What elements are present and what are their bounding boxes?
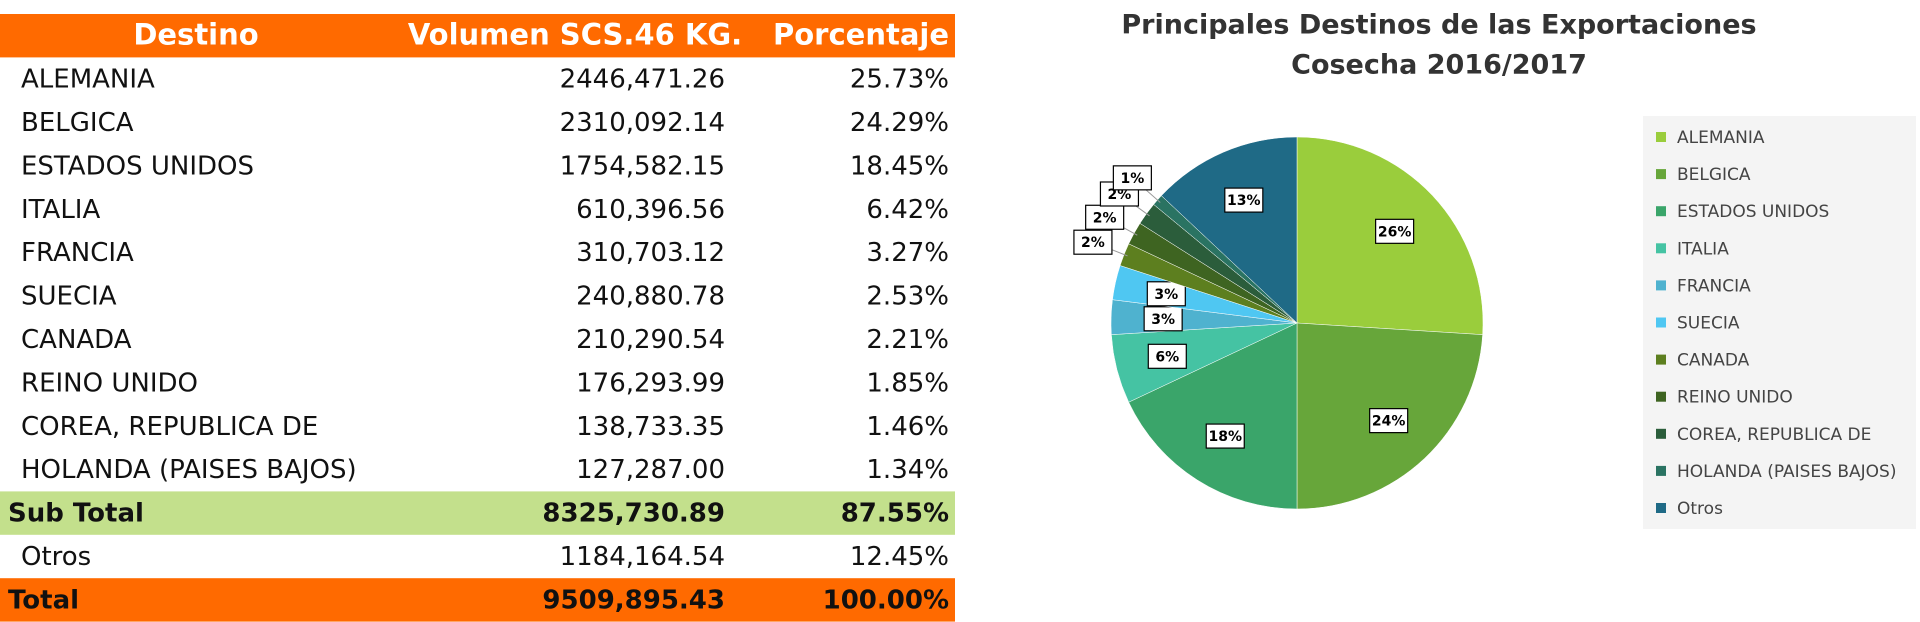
data-label-box xyxy=(1146,281,1186,307)
table-cell: REINO UNIDO xyxy=(21,368,198,398)
pie-slice xyxy=(1128,322,1298,510)
table-cell: 2310,092.14 xyxy=(560,108,725,138)
table-cell: ALEMANIA xyxy=(21,65,155,95)
table-cell: BELGICA xyxy=(21,108,134,138)
legend-swatch xyxy=(1656,317,1666,328)
table-cell: 8325,730.89 xyxy=(542,499,725,529)
table-cell: 3.27% xyxy=(866,238,949,268)
table-cell: Sub Total xyxy=(8,499,144,529)
table-cell: HOLANDA (PAISES BAJOS) xyxy=(21,455,357,485)
legend-swatch xyxy=(1656,465,1666,476)
legend-swatch xyxy=(1656,391,1666,402)
data-label: 1% xyxy=(1120,171,1144,187)
data-label-box xyxy=(1143,306,1183,332)
data-label-box xyxy=(1085,204,1125,230)
table-cell: 25.73% xyxy=(850,65,949,95)
data-label: 18% xyxy=(1208,429,1242,445)
legend-swatch xyxy=(1656,354,1666,365)
table-cell: Total xyxy=(8,585,79,615)
table-cell: 1754,582.15 xyxy=(560,151,725,181)
table-cell: 1184,164.54 xyxy=(560,542,725,572)
legend-label: Otros xyxy=(1677,499,1723,519)
table-cell: Otros xyxy=(21,542,91,572)
data-label-box xyxy=(1375,218,1415,244)
data-label: 2% xyxy=(1108,187,1132,203)
data-label: 13% xyxy=(1227,193,1261,209)
table-cell: 24.29% xyxy=(850,108,949,138)
table-cell: FRANCIA xyxy=(21,238,134,268)
data-label-box xyxy=(1224,187,1264,213)
legend-label: REINO UNIDO xyxy=(1677,388,1793,408)
chart-title: Principales Destinos de las Exportacione… xyxy=(1121,10,1756,41)
table-cell: 87.55% xyxy=(841,499,949,529)
table-cell: 210,290.54 xyxy=(576,325,725,355)
legend-label: CANADA xyxy=(1677,351,1750,371)
data-label: 2% xyxy=(1093,210,1117,226)
legend-swatch xyxy=(1656,132,1666,142)
data-label: 3% xyxy=(1154,287,1178,303)
pie-slice xyxy=(1161,136,1298,324)
table-cell: 2446,471.26 xyxy=(560,65,725,95)
table-cell: COREA, REPUBLICA DE xyxy=(21,412,318,442)
data-label: 24% xyxy=(1372,414,1406,430)
table-cell: 9509,895.43 xyxy=(542,585,725,615)
data-label: 6% xyxy=(1155,349,1179,365)
legend-label: HOLANDA (PAISES BAJOS) xyxy=(1677,462,1896,482)
table-cell: 12.45% xyxy=(850,542,949,572)
table-cell: 310,703.12 xyxy=(576,238,725,268)
legend-label: SUECIA xyxy=(1677,314,1740,334)
legend-swatch xyxy=(1656,428,1666,439)
legend-label: FRANCIA xyxy=(1677,276,1751,296)
data-label: 3% xyxy=(1151,312,1175,328)
table: Destino Volumen SCS.46 KG. Porcentaje ALEMA… xyxy=(0,14,955,622)
header-cell: Porcentaje xyxy=(773,18,949,52)
table-cell: 138,733.35 xyxy=(576,412,725,442)
data-label-box xyxy=(1369,408,1409,434)
chart: Principales Destinos de las Exportacione… xyxy=(1073,10,1916,529)
data-label: 2% xyxy=(1081,235,1105,251)
table-cell: 100.00% xyxy=(823,585,949,615)
row-bg xyxy=(0,14,955,58)
table-cell: CANADA xyxy=(21,325,132,355)
table-cell: 2.53% xyxy=(866,282,949,312)
data-label: 26% xyxy=(1378,224,1412,240)
legend-label: COREA, REPUBLICA DE xyxy=(1677,425,1871,445)
legend-swatch xyxy=(1656,243,1666,254)
table-cell: 1.34% xyxy=(866,455,949,485)
table-cell: SUECIA xyxy=(21,282,117,312)
table-cell: 2.21% xyxy=(866,325,949,355)
chart-subtitle: Cosecha 2016/2017 xyxy=(1291,50,1587,81)
row-bg xyxy=(0,491,955,535)
legend-label: ESTADOS UNIDOS xyxy=(1677,202,1829,222)
legend-swatch xyxy=(1656,503,1666,513)
table-cell: 127,287.00 xyxy=(576,455,725,485)
legend-swatch xyxy=(1656,169,1666,180)
table-cell: 610,396.56 xyxy=(576,195,725,225)
table-cell: 176,293.99 xyxy=(576,368,725,398)
legend-label: ITALIA xyxy=(1677,239,1729,259)
data-label-box xyxy=(1147,343,1187,369)
table-cell: 240,880.78 xyxy=(576,282,725,312)
legend-swatch xyxy=(1656,280,1666,291)
legend-swatch xyxy=(1656,206,1666,217)
data-label-box xyxy=(1073,229,1113,255)
legend-box xyxy=(1643,116,1916,529)
legend-label: ALEMANIA xyxy=(1677,128,1765,148)
table-cell: 1.85% xyxy=(866,368,949,398)
data-label-box xyxy=(1205,423,1245,449)
table-cell: 6.42% xyxy=(866,195,949,225)
table-cell: 1.46% xyxy=(866,412,949,442)
header-cell: Destino xyxy=(133,18,258,52)
data-label-box xyxy=(1112,165,1152,191)
row-bg xyxy=(0,578,955,622)
table-cell: 18.45% xyxy=(850,151,949,181)
header-cell: Volumen SCS.46 KG. xyxy=(408,18,742,52)
legend-label: BELGICA xyxy=(1677,165,1751,185)
table-cell: ITALIA xyxy=(21,195,100,225)
table-cell: ESTADOS UNIDOS xyxy=(21,151,254,181)
